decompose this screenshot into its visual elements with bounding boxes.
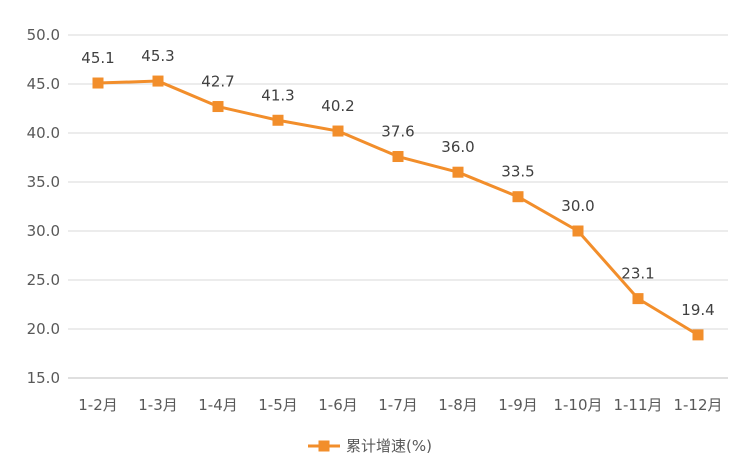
y-tick-label: 25.0: [27, 271, 60, 289]
y-tick-label: 30.0: [27, 222, 60, 240]
data-point-marker: [692, 329, 704, 341]
data-point-marker: [512, 191, 524, 203]
x-tick-label: 1-7月: [378, 396, 418, 414]
data-point-marker: [572, 225, 584, 237]
x-tick-label: 1-9月: [498, 396, 538, 414]
data-label: 41.3: [261, 86, 294, 104]
x-tick-label: 1-5月: [258, 396, 298, 414]
data-label: 40.2: [321, 97, 354, 115]
data-label: 33.5: [501, 163, 534, 181]
series-line: [97, 79, 699, 337]
data-point-marker: [212, 101, 224, 113]
y-tick-label: 20.0: [27, 320, 60, 338]
x-tick-label: 1-8月: [438, 396, 478, 414]
y-tick-label: 45.0: [27, 75, 60, 93]
data-label: 42.7: [201, 73, 234, 91]
data-point-marker: [152, 75, 164, 87]
gridlines: [68, 34, 728, 379]
x-tick-label: 1-6月: [318, 396, 358, 414]
y-tick-label: 15.0: [27, 369, 60, 387]
data-point-marker: [392, 151, 404, 163]
data-label: 45.3: [141, 47, 174, 65]
x-tick-label: 1-10月: [553, 396, 602, 414]
x-tick-label: 1-12月: [673, 396, 722, 414]
y-axis-tick-labels: 15.0 20.0 25.0 30.0 35.0 40.0 45.0 50.0: [27, 26, 60, 387]
series-累计增速: [92, 75, 704, 341]
y-tick-label: 35.0: [27, 173, 60, 191]
x-axis-tick-labels: 1-2月 1-3月 1-4月 1-5月 1-6月 1-7月 1-8月 1-9月 1-10月 1-1…: [78, 396, 722, 414]
x-tick-label: 1-11月: [613, 396, 662, 414]
legend-label: 累计增速(%): [346, 437, 432, 455]
legend: 累计增速(%): [308, 437, 432, 455]
data-point-marker: [332, 125, 344, 137]
data-label: 36.0: [441, 138, 474, 156]
data-label: 30.0: [561, 197, 594, 215]
data-label: 23.1: [621, 265, 654, 283]
x-tick-label: 1-3月: [138, 396, 178, 414]
y-tick-label: 40.0: [27, 124, 60, 142]
data-label: 37.6: [381, 123, 414, 141]
x-tick-label: 1-4月: [198, 396, 238, 414]
data-labels: 45.1 45.3 42.7 41.3 40.2 37.6 36.0 33.5 30.0 23.1…: [81, 47, 714, 319]
data-point-marker: [92, 77, 104, 89]
y-tick-label: 50.0: [27, 26, 60, 44]
data-point-marker: [272, 114, 284, 126]
data-label: 45.1: [81, 49, 114, 67]
data-point-marker: [632, 293, 644, 305]
data-label: 19.4: [681, 301, 714, 319]
legend-marker-icon: [318, 440, 330, 452]
x-tick-label: 1-2月: [78, 396, 118, 414]
data-point-marker: [452, 166, 464, 178]
